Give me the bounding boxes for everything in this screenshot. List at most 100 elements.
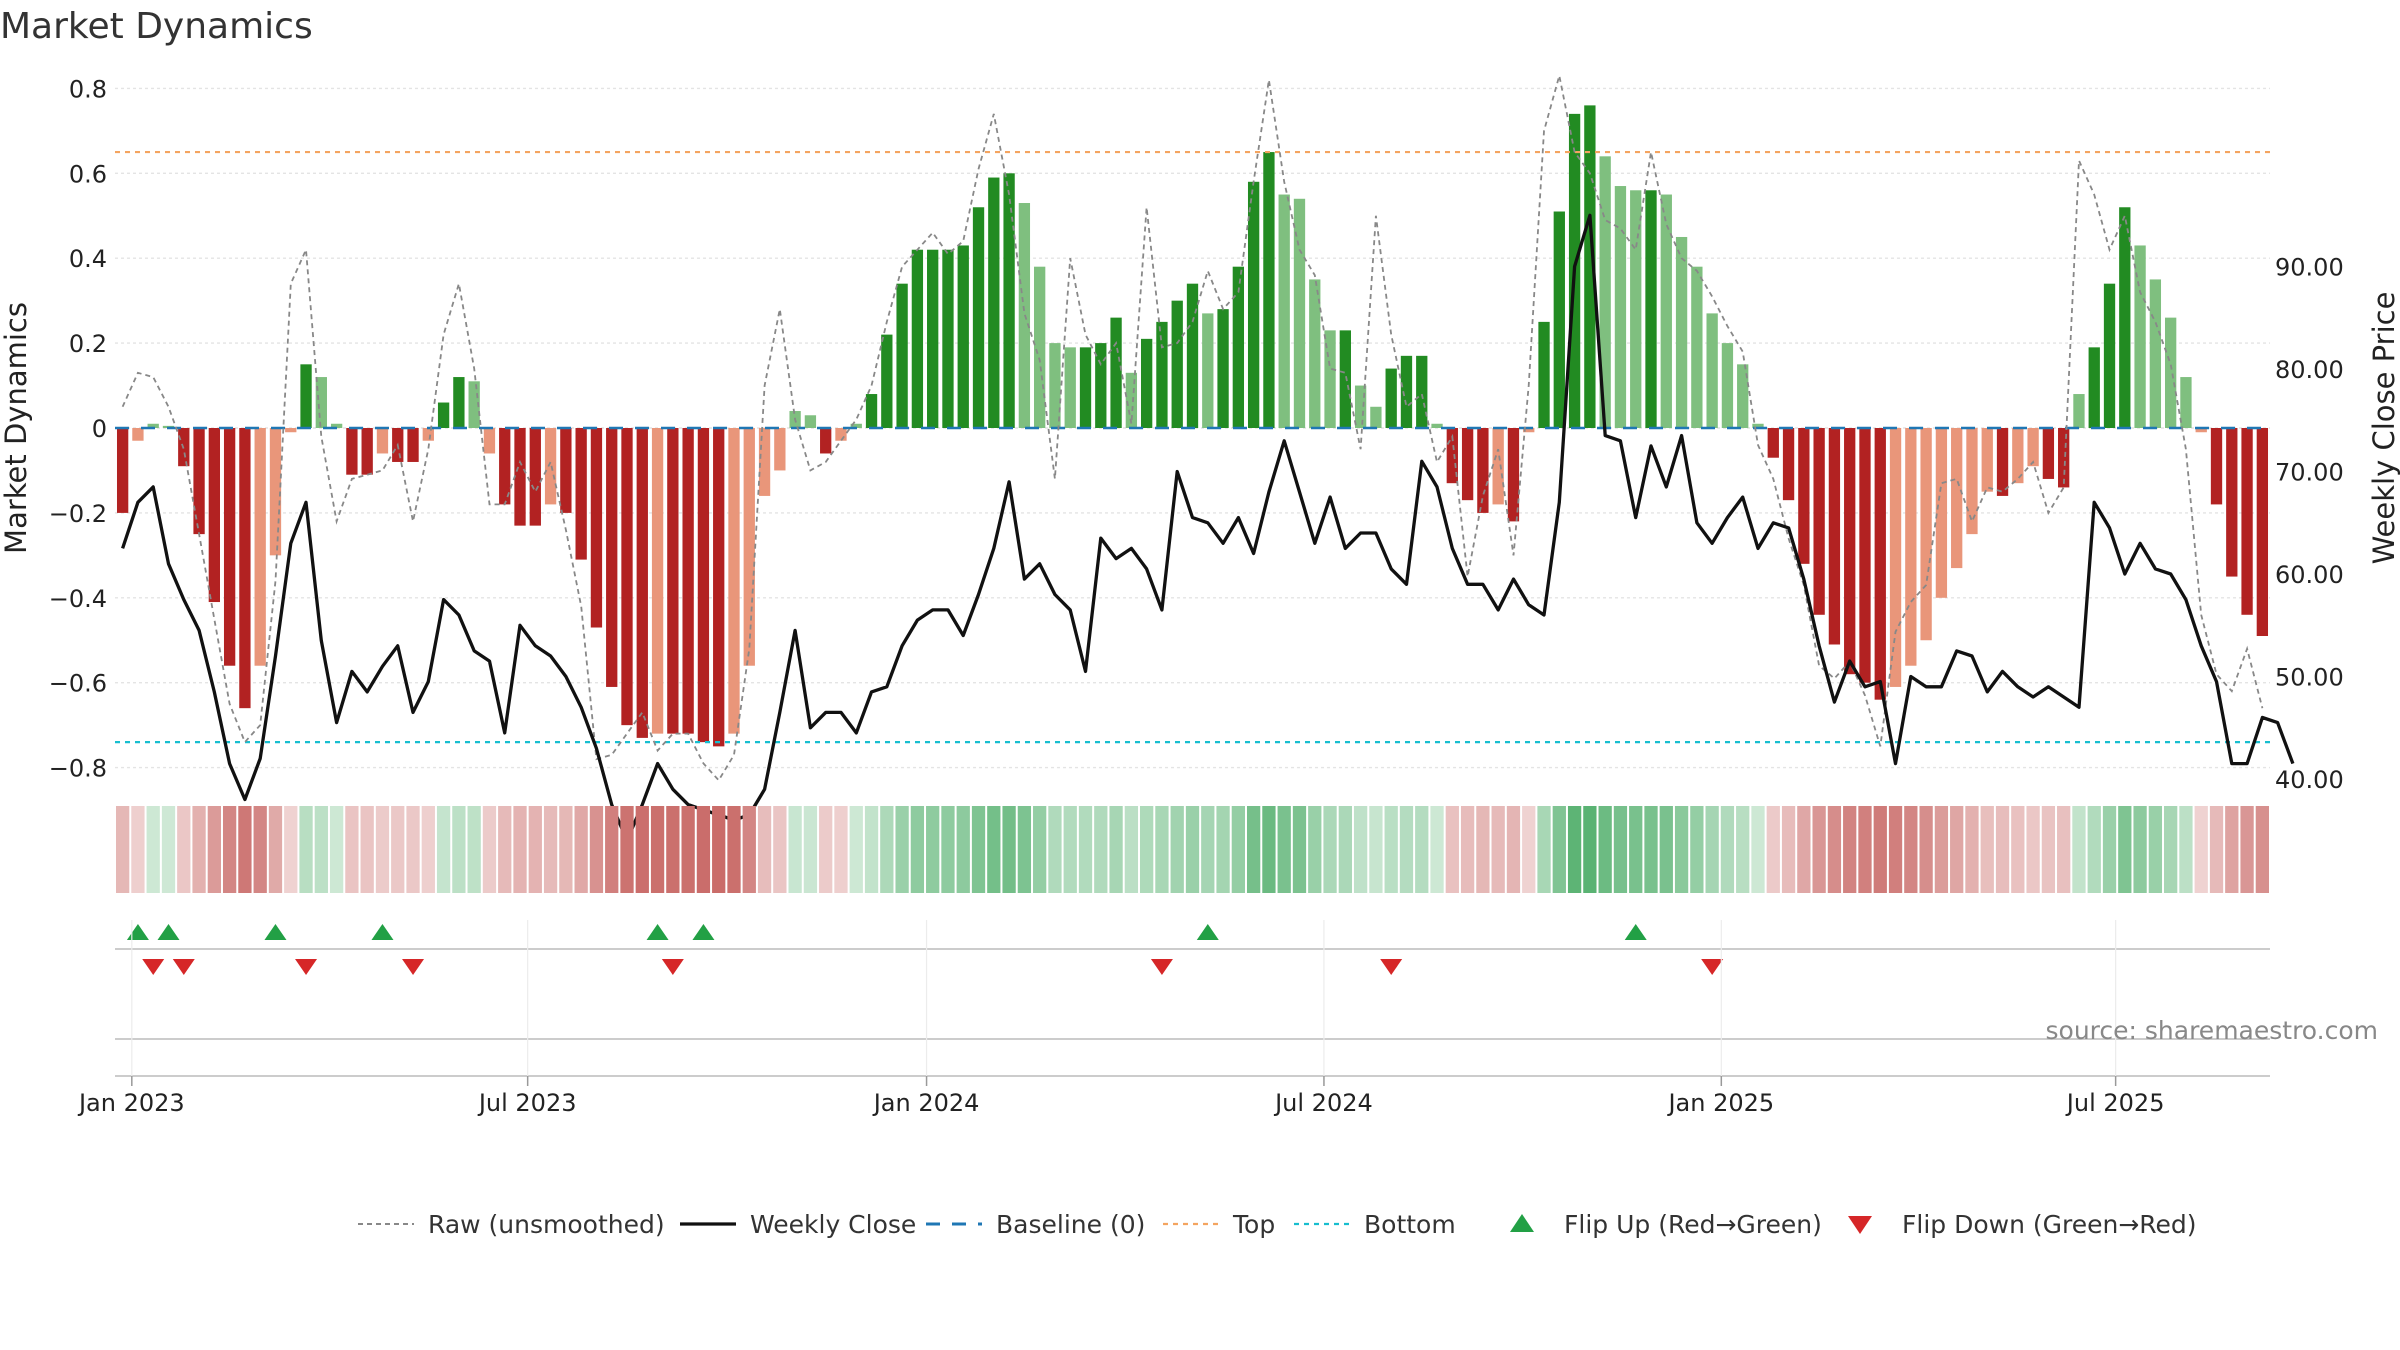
strip-cell	[712, 806, 726, 893]
flip-up-marker	[157, 924, 180, 940]
legend-label: Raw (unsmoothed)	[428, 1210, 665, 1239]
strip-cell	[1323, 806, 1337, 893]
strip-cell	[1491, 806, 1505, 893]
reference-lines	[115, 150, 2270, 744]
flip-up-marker	[264, 924, 287, 940]
flip-up-marker	[126, 924, 149, 940]
dynamics-bar	[1186, 283, 1199, 428]
left-tick-label: 0.4	[69, 245, 107, 273]
dynamics-bar	[2210, 428, 2223, 505]
dynamics-bar	[1645, 190, 1657, 428]
strip-cell	[146, 806, 160, 893]
dynamics-bar	[2149, 279, 2162, 428]
strip-cell	[1934, 806, 1949, 893]
dynamics-bar	[1691, 266, 1703, 428]
dynamics-bar	[667, 428, 679, 734]
dynamics-bar	[2012, 428, 2024, 484]
x-tick-label: Jan 2024	[872, 1089, 980, 1117]
dynamics-bar	[1752, 423, 1764, 428]
strip-cell	[1094, 806, 1108, 893]
strip-cell	[1338, 806, 1352, 893]
dynamics-bar	[835, 428, 847, 441]
dynamics-bar	[1232, 266, 1245, 428]
strip-cell	[788, 806, 802, 893]
chart-title: Market Dynamics	[0, 6, 313, 47]
dynamics-bar	[1003, 173, 1015, 428]
strip-cell	[574, 806, 588, 893]
dynamics-bar	[1675, 236, 1688, 428]
strip-cell	[819, 806, 833, 893]
right-tick-label: 60.00	[2275, 561, 2344, 589]
dynamics-bar	[1523, 428, 1535, 433]
flip-down-marker	[295, 959, 318, 975]
strip-cell	[1124, 806, 1139, 893]
strip-cell	[1965, 806, 1979, 893]
x-tick-label: Jan 2023	[77, 1089, 185, 1117]
strip-cell	[268, 806, 283, 893]
strip-cell	[1858, 806, 1872, 893]
strip-cell	[177, 806, 191, 893]
strip-cell	[1216, 806, 1230, 893]
dynamics-bar	[1171, 300, 1183, 428]
strip-cell	[1995, 806, 2010, 893]
strip-cell	[2164, 806, 2178, 893]
dynamics-bar	[514, 428, 526, 526]
strip-cell	[314, 806, 328, 893]
dynamics-bar	[2103, 283, 2116, 428]
dynamics-bar	[774, 428, 786, 471]
dynamics-bar	[728, 428, 740, 734]
strip-cell	[1063, 806, 1077, 893]
dynamics-bar	[2165, 317, 2177, 428]
strip-cell	[284, 806, 298, 893]
strip-cell	[559, 806, 573, 893]
dynamics-bar	[1416, 355, 1428, 428]
strip-cell	[1736, 806, 1750, 893]
dynamics-bar	[1293, 198, 1306, 428]
dynamics-bar	[1798, 428, 1810, 564]
dynamics-bar	[544, 428, 557, 505]
strip-cell	[1277, 806, 1291, 893]
dynamics-bar	[132, 428, 144, 441]
strip-cell	[880, 806, 894, 893]
strip-cell	[589, 806, 604, 893]
dynamics-bar	[590, 428, 603, 628]
raw-line	[121, 75, 2264, 782]
strip-cell	[1201, 806, 1215, 893]
strip-cell	[1751, 806, 1765, 893]
dynamics-bar	[713, 428, 725, 747]
dynamics-bar	[1905, 428, 1917, 666]
dynamics-bar	[865, 394, 878, 428]
dynamics-bar	[560, 428, 572, 513]
strip-cell	[498, 806, 512, 893]
dynamics-bar	[1828, 428, 1841, 645]
dynamics-bar	[606, 428, 618, 687]
dynamics-bar	[499, 428, 511, 505]
strip-cell	[1170, 806, 1184, 893]
dynamics-bar	[315, 377, 327, 428]
dynamics-bar	[850, 423, 862, 428]
strip-cell	[2209, 806, 2224, 893]
strip-cell	[1690, 806, 1704, 893]
strip-cell	[116, 806, 130, 893]
strip-cell	[1292, 806, 1307, 893]
right-tick-label: 90.00	[2275, 254, 2344, 282]
dynamics-bar	[1553, 211, 1565, 428]
dynamics-bar	[575, 428, 587, 560]
dynamics-bar	[682, 428, 694, 734]
dynamics-bar	[1660, 194, 1672, 428]
strip-cell	[1430, 806, 1444, 893]
dynamics-bar	[743, 428, 755, 666]
dynamics-bar	[1630, 190, 1642, 428]
dynamics-bar	[437, 402, 450, 428]
dynamics-bar	[1431, 423, 1443, 428]
flip-down-marker	[172, 959, 195, 975]
dynamics-bar	[1354, 385, 1367, 428]
dynamics-bar	[1156, 321, 1168, 428]
dynamics-bar	[1721, 343, 1734, 428]
left-y-axis: 0.8 0.6 0.4 0.2 0 −0.2 −0.4 −0.6 −0.8	[49, 75, 107, 782]
dynamics-bar	[2195, 428, 2207, 433]
strip-cell	[2194, 806, 2208, 893]
dynamics-bar	[239, 428, 251, 709]
strip-cell	[131, 806, 145, 893]
